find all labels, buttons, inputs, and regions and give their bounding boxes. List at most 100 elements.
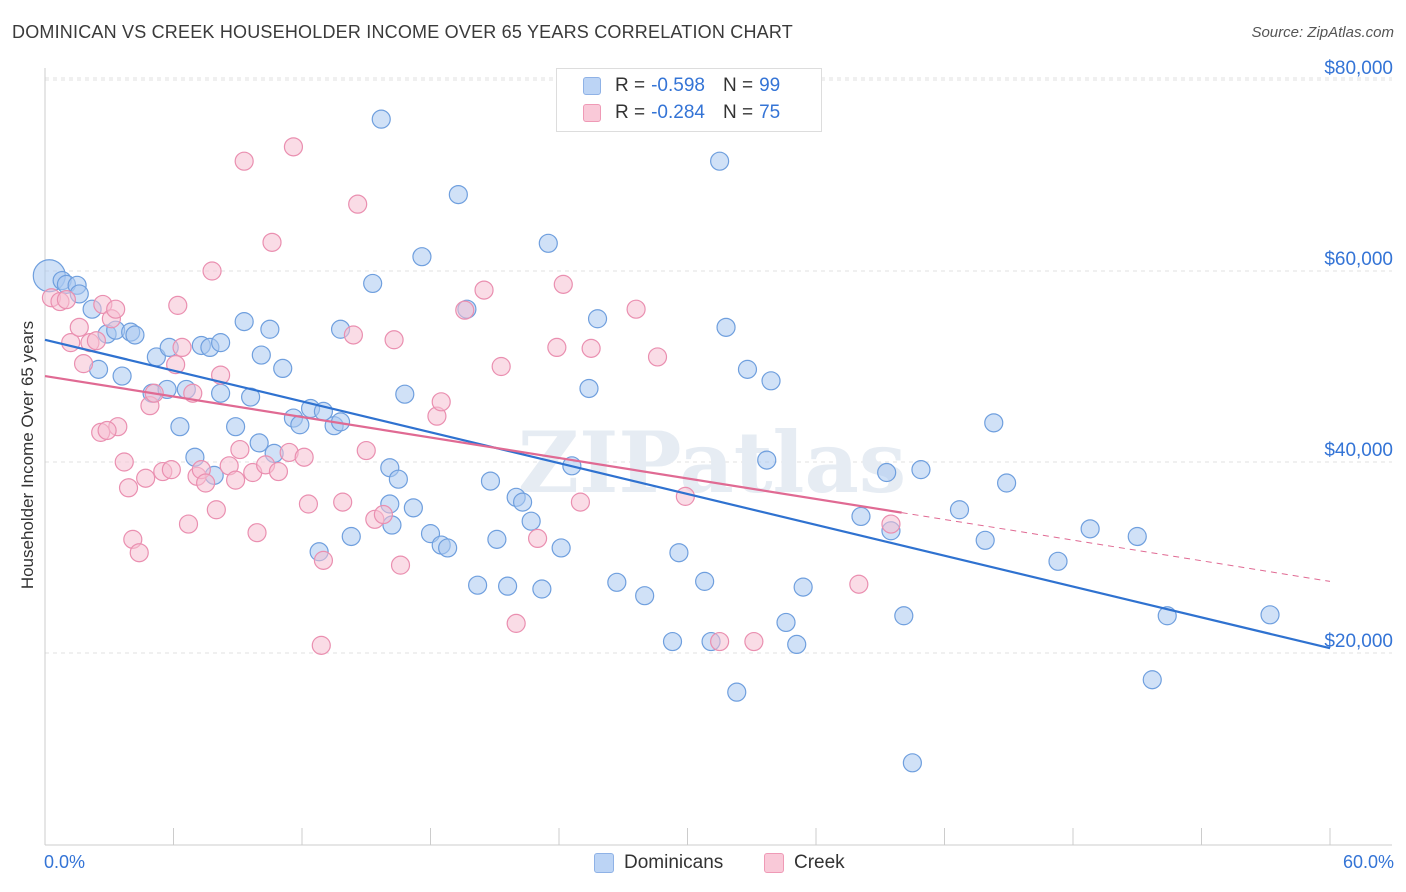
- dominicans-point: [234, 312, 254, 332]
- creek-point: [348, 194, 368, 214]
- dominicans-point: [211, 333, 231, 353]
- dominicans-point: [877, 462, 897, 483]
- dominicans-point: [468, 575, 488, 595]
- dominicans-point: [226, 417, 246, 437]
- n-value: 99: [759, 75, 781, 96]
- r-value: -0.284: [651, 102, 705, 123]
- creek-point: [547, 337, 567, 357]
- dominicans-point: [911, 460, 931, 480]
- dominicans-point: [716, 317, 736, 337]
- dominicans-point: [521, 511, 541, 531]
- x-tick-label-min: 0.0%: [44, 852, 86, 872]
- dominicans-point: [403, 498, 423, 518]
- dominicans-point: [669, 543, 689, 563]
- dominicans-point: [388, 469, 408, 489]
- y-tick-label: $60,000: [1324, 249, 1393, 270]
- dominicans-point: [260, 319, 280, 339]
- creek-point: [69, 317, 89, 337]
- creek-point: [129, 543, 149, 563]
- dominicans-point: [249, 433, 269, 453]
- creek-point: [226, 470, 246, 490]
- creek-point: [527, 528, 548, 549]
- y-tick-label: $80,000: [1324, 58, 1393, 79]
- creek-point: [211, 365, 231, 385]
- dominicans-point: [793, 577, 813, 597]
- x-tick-label-max: 60.0%: [1342, 852, 1394, 872]
- dominicans-point: [997, 473, 1017, 493]
- creek-point: [230, 439, 250, 460]
- creek-point: [675, 486, 695, 506]
- legend-row-dominicans: R = -0.598 N = 99: [557, 73, 780, 99]
- dominicans-point: [1048, 551, 1068, 571]
- creek-point: [234, 151, 254, 171]
- dominicans-point: [1260, 605, 1280, 625]
- legend-item-creek: Creek: [764, 852, 845, 874]
- dominicans-point: [710, 151, 730, 171]
- dominicans-point: [1142, 670, 1162, 690]
- dominicans-point: [1080, 519, 1100, 539]
- creek-point: [262, 232, 282, 252]
- creek-point: [298, 494, 319, 514]
- dominicans-point: [727, 682, 747, 702]
- creek-point: [183, 383, 203, 403]
- n-label: N =: [722, 75, 754, 96]
- creek-point: [390, 555, 411, 575]
- creek-point: [744, 631, 764, 652]
- correlation-legend: R = -0.598 N = 99 R = -0.284 N = 75: [556, 68, 822, 132]
- dominicans-point: [662, 631, 683, 652]
- dominicans-point: [487, 529, 507, 549]
- dominicans-point: [635, 586, 655, 606]
- creek-point: [881, 514, 901, 534]
- creek-point: [114, 452, 134, 472]
- creek-point: [202, 261, 222, 281]
- creek-point: [168, 295, 188, 315]
- creek-point: [97, 420, 117, 441]
- creek-swatch: [764, 853, 784, 873]
- legend-row-creek: R = -0.284 N = 75: [557, 100, 780, 126]
- dominicans-point: [851, 506, 871, 527]
- creek-point: [431, 392, 451, 412]
- dominicans-point: [587, 309, 608, 329]
- chart-title: DOMINICAN VS CREEK HOUSEHOLDER INCOME OV…: [12, 22, 793, 42]
- creek-point: [491, 356, 511, 377]
- dominicans-point: [787, 634, 807, 655]
- dominicans-point: [170, 417, 190, 437]
- creek-point: [294, 447, 314, 467]
- dominicans-point: [551, 538, 571, 558]
- dominicans-trendline: [44, 338, 1331, 650]
- dominicans-point: [395, 384, 415, 404]
- dominicans-point: [371, 109, 391, 129]
- creek-point: [196, 473, 216, 493]
- creek-point: [172, 337, 192, 357]
- creek-point: [311, 635, 331, 655]
- dominicans-point: [532, 579, 552, 599]
- creek-trendline: [44, 374, 902, 514]
- r-value: -0.598: [651, 75, 705, 96]
- dominicans-point: [949, 500, 970, 520]
- dominicans-point: [894, 606, 914, 626]
- creek-point: [849, 574, 869, 594]
- y-tick-label: $40,000: [1324, 440, 1393, 461]
- creek-point: [283, 137, 304, 157]
- creek-point: [118, 478, 139, 498]
- legend-label-dominicans: Dominicans: [624, 852, 724, 873]
- creek-point: [710, 631, 730, 652]
- creek-point: [373, 504, 393, 525]
- y-axis-label: Householder Income Over 65 years: [18, 320, 37, 590]
- creek-point: [455, 300, 475, 320]
- creek-point: [647, 347, 668, 367]
- creek-swatch: [583, 104, 601, 122]
- dominicans-point: [438, 538, 458, 558]
- creek-point: [268, 461, 289, 482]
- dominicans-point: [273, 358, 293, 379]
- dominicans-point: [757, 450, 777, 470]
- creek-point: [106, 299, 126, 319]
- dominicans-point: [448, 185, 468, 205]
- creek-point: [356, 440, 376, 461]
- creek-point: [206, 500, 226, 520]
- dominicans-point: [761, 371, 781, 391]
- creek-point: [626, 299, 646, 319]
- legend-label-creek: Creek: [794, 852, 845, 873]
- r-label: R =: [615, 102, 646, 123]
